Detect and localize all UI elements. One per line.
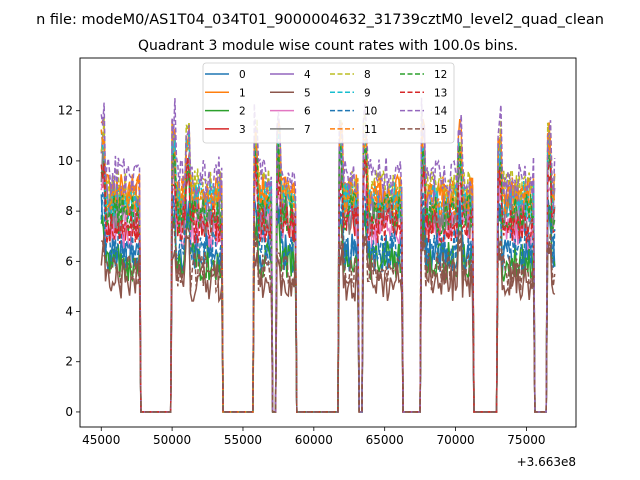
figure-suptitle: n file: modeM0/AS1T04_034T01_9000004632_… xyxy=(36,12,604,28)
x-tick-label: 45000 xyxy=(82,433,120,447)
series-line-12 xyxy=(100,144,556,413)
legend-label: 3 xyxy=(239,124,246,136)
legend-label: 10 xyxy=(364,106,377,118)
series-line-15 xyxy=(100,218,556,413)
x-axis: 45000 50000 55000 60000 65000 70000 75000 xyxy=(82,427,545,447)
x-tick-label: 55000 xyxy=(224,433,262,447)
legend-label: 4 xyxy=(304,69,311,81)
x-tick-label: 75000 xyxy=(507,433,545,447)
axes-frame xyxy=(79,57,577,428)
legend-box xyxy=(202,62,455,144)
legend-label: 14 xyxy=(434,106,448,118)
legend-label: 2 xyxy=(239,106,246,118)
legend-label: 7 xyxy=(304,124,311,136)
y-tick-label: 4 xyxy=(65,305,73,319)
x-tick-label: 70000 xyxy=(436,433,474,447)
y-tick-label: 0 xyxy=(65,405,73,419)
y-tick-label: 12 xyxy=(58,104,73,118)
y-tick-label: 10 xyxy=(58,154,73,168)
y-tick-label: 8 xyxy=(65,204,73,218)
legend-label: 9 xyxy=(364,87,371,99)
legend-label: 13 xyxy=(434,87,447,99)
x-tick-label: 50000 xyxy=(153,433,191,447)
chart-title: Quadrant 3 module wise count rates with … xyxy=(138,38,518,54)
x-axis-offset-label: +3.663e8 xyxy=(517,455,576,469)
y-tick-label: 2 xyxy=(65,355,73,369)
y-tick-label: 6 xyxy=(65,254,73,268)
legend-label: 6 xyxy=(304,106,311,118)
series-layer xyxy=(100,97,556,413)
legend-label: 5 xyxy=(304,87,311,99)
y-axis: 0 2 4 6 8 10 12 xyxy=(58,104,80,419)
legend-label: 1 xyxy=(239,87,246,99)
legend-label: 8 xyxy=(364,69,371,81)
legend-label: 11 xyxy=(364,124,377,136)
legend-label: 12 xyxy=(434,69,447,81)
legend-label: 0 xyxy=(239,69,246,81)
x-tick-label: 65000 xyxy=(366,433,404,447)
legend-label: 15 xyxy=(434,124,447,136)
x-tick-label: 60000 xyxy=(295,433,333,447)
